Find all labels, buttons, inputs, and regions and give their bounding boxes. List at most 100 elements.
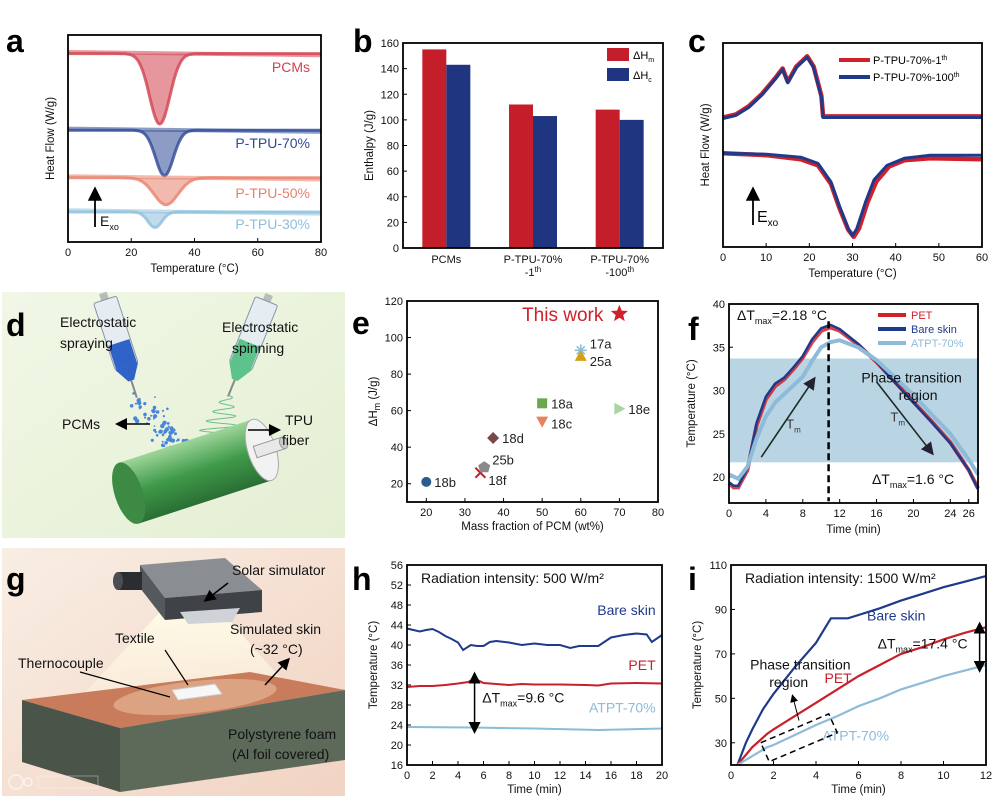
category-sup: th [627, 265, 634, 274]
x-tick-label: 6 [855, 770, 861, 782]
x-tick-label: 12 [834, 508, 846, 520]
y-tick-label: 160 [381, 38, 399, 50]
pcms-label: PCMs [62, 416, 100, 432]
series-line [736, 575, 987, 766]
dt-max-value: =17.4 °C [913, 635, 968, 651]
chart-f: 0 4 8 12 16 20 24 20 25 30 35 40 Time (min) Temperatu… [686, 299, 980, 536]
spray-droplet [151, 408, 156, 414]
series-line [736, 663, 987, 766]
spray-droplet [153, 415, 157, 418]
series-line [68, 176, 321, 207]
series-line [728, 338, 980, 482]
plot-frame [406, 564, 663, 766]
series-label: ATPT-70% [822, 728, 889, 744]
spray-droplet [138, 398, 141, 401]
spray-droplet [155, 410, 160, 414]
dt-max-bottom-main: ΔT [872, 471, 890, 487]
x-tick-label: 4 [763, 508, 769, 520]
dt-max-main: ΔT [878, 635, 896, 651]
bar [595, 109, 620, 248]
legend-sub: m [648, 57, 654, 64]
y-tick-label: 40 [391, 640, 403, 652]
y-tick-label: 100 [381, 115, 399, 127]
chart-title: Radiation intensity: 500 W/m² [421, 570, 604, 586]
x-tick-label: 0 [720, 252, 726, 264]
panel-label-e: e [352, 305, 370, 341]
dt-max: ΔTmax=17.4 °C [878, 635, 968, 654]
thermocouple-label: Thernocouple [18, 655, 104, 671]
x-tick-label: 20 [420, 507, 432, 519]
bar [509, 104, 533, 248]
marker-triangle-right [614, 402, 626, 415]
y-tick-label: 28 [391, 700, 403, 712]
x-tick-label: 8 [506, 770, 512, 782]
point-label: 18d [502, 431, 524, 446]
x-tick-label: 30 [459, 507, 471, 519]
cooling-arrow-icon [875, 381, 934, 456]
x-tick-label: 50 [536, 507, 548, 519]
y-tick-label: 140 [381, 64, 399, 76]
legend-swatch [607, 48, 629, 61]
legend-label: ATPT-70% [911, 338, 964, 350]
y-tick-label: 30 [713, 386, 725, 398]
y-tick-label: 120 [381, 89, 399, 101]
panel-label-a: a [6, 23, 24, 59]
point-label: 18b [434, 475, 456, 490]
spray-droplet [161, 443, 165, 448]
bar [619, 119, 644, 248]
dt-max-bottom: ΔTmax=1.6 °C [872, 471, 954, 490]
y-title-suffix: (J/g) [368, 376, 380, 402]
category-label: P-TPU-70% [590, 254, 649, 266]
panel-label-b: b [353, 23, 373, 59]
x-tick-label: 20 [907, 508, 919, 520]
exo-label: Exo [100, 213, 119, 232]
y-tick-label: 70 [715, 649, 727, 661]
spray-droplet [170, 429, 175, 434]
plot-frame [722, 42, 983, 248]
y-tick-label: 48 [391, 600, 403, 612]
spray-droplet [143, 402, 147, 406]
spray-droplet [174, 432, 177, 436]
dt-max-main: ΔT [482, 690, 500, 706]
series-line-heating [722, 54, 982, 120]
legend-main: P-TPU-70%-1 [873, 55, 941, 67]
dt-max-top-value: =2.18 °C [772, 307, 827, 323]
chart-title: Radiation intensity: 1500 W/m² [745, 570, 936, 586]
x-tick-label: 6 [480, 770, 486, 782]
x-tick-label: 10 [528, 770, 540, 782]
x-tick-label: 16 [870, 508, 882, 520]
panel-label-c: c [688, 23, 706, 59]
legend-main: P-TPU-70%-100 [873, 72, 954, 84]
plot-frame [402, 42, 664, 249]
y-tick-label: 16 [391, 760, 403, 772]
region-label-2: region [769, 674, 808, 690]
spray-droplet [152, 405, 157, 410]
x-tick-label: 12 [980, 770, 992, 782]
legend-sub: c [648, 77, 652, 84]
spray-droplet [144, 416, 147, 419]
spray-droplet [154, 396, 156, 398]
y-tick-label: 90 [715, 604, 727, 616]
exo-main: E [757, 209, 768, 226]
x-tick-label: 40 [188, 247, 200, 259]
x-tick-label: 20 [803, 252, 815, 264]
x-tick-label: 80 [315, 247, 327, 259]
x-tick-label: 2 [429, 770, 435, 782]
heating-arrow-icon [760, 376, 816, 458]
tm-sub: m [794, 426, 801, 435]
spray-droplet [129, 404, 134, 408]
series-line [728, 323, 980, 490]
tm-main: T [890, 410, 898, 425]
legend-sup: th [954, 72, 960, 79]
series-line [68, 128, 321, 178]
y-tick-label: 40 [391, 442, 403, 454]
series-line-cooling [722, 151, 982, 238]
legend-label: P-TPU-70%-100th [873, 72, 960, 84]
y-tick-label: 50 [715, 693, 727, 705]
spinning-label: Electrostatic [222, 319, 298, 335]
x-tick-label: 18 [630, 770, 642, 782]
legend-label: Bare skin [911, 324, 957, 336]
x-axis-title: Temperature (°C) [150, 263, 238, 275]
series-line-cooling [722, 150, 983, 240]
